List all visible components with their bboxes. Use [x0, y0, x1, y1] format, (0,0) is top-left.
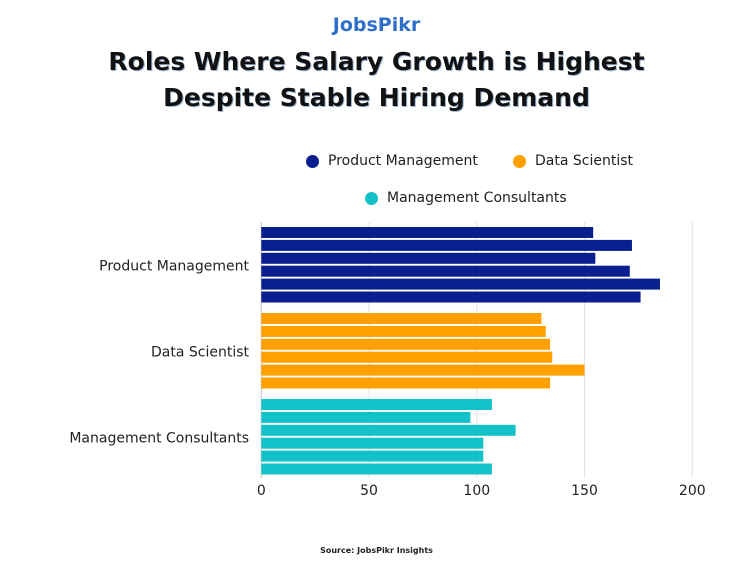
- bar-data-scientist: [261, 313, 542, 324]
- bar-data-scientist: [261, 377, 551, 389]
- y-category-label: Product Management: [99, 259, 249, 275]
- y-category-label: Data Scientist: [151, 345, 250, 361]
- bar-management-consultants: [261, 463, 492, 475]
- title-line-2: Despite Stable Hiring Demand: [163, 83, 590, 112]
- x-tick-label: 100: [463, 483, 490, 499]
- legend-item-management-consultants: Management Consultants: [365, 190, 567, 206]
- bar-management-consultants: [261, 437, 484, 449]
- bar-management-consultants: [261, 424, 516, 436]
- y-category-label: Management Consultants: [69, 431, 249, 447]
- legend-item-data-scientist: Data Scientist: [513, 153, 633, 169]
- bar-product-management: [261, 278, 660, 290]
- bar-data-scientist: [261, 364, 585, 376]
- x-tick-label: 0: [257, 483, 266, 499]
- legend-label: Data Scientist: [535, 153, 633, 169]
- legend-label: Product Management: [328, 153, 478, 169]
- bar-data-scientist: [261, 351, 553, 363]
- bar-data-scientist: [261, 325, 546, 337]
- bar-management-consultants: [261, 411, 471, 423]
- bar-management-consultants: [261, 450, 484, 462]
- bar-data-scientist: [261, 338, 551, 350]
- legend-swatch: [306, 154, 319, 168]
- bar-product-management: [261, 239, 632, 251]
- x-tick-label: 50: [360, 483, 378, 499]
- jobspikr-logo: JobsPikr: [332, 14, 421, 36]
- bar-product-management: [261, 265, 630, 277]
- bar-product-management: [261, 227, 594, 238]
- title-line-1: Roles Where Salary Growth is Highest: [108, 47, 645, 76]
- bar-product-management: [261, 252, 596, 264]
- legend-swatch: [365, 191, 378, 205]
- legend-item-product-management: Product Management: [306, 153, 478, 169]
- x-tick-label: 150: [571, 483, 598, 499]
- x-tick-label: 200: [679, 483, 706, 499]
- legend-swatch: [513, 154, 526, 168]
- bar-product-management: [261, 291, 641, 303]
- legend-label: Management Consultants: [387, 190, 567, 206]
- source-note: Source: JobsPikr Insights: [320, 546, 433, 555]
- bar-management-consultants: [261, 399, 492, 410]
- chart-title: Roles Where Salary Growth is Highest Des…: [0, 44, 753, 116]
